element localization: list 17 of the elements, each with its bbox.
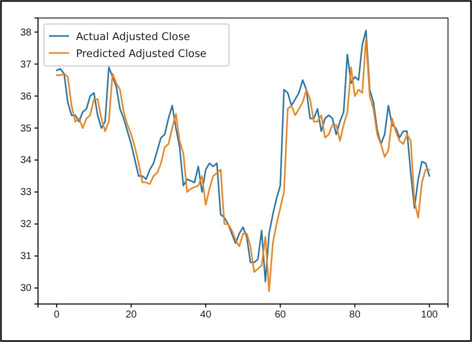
y-tick-label: 32: [20, 219, 32, 230]
x-tick-label: 60: [274, 310, 286, 321]
y-tick-label: 33: [20, 187, 32, 198]
y-tick-label: 30: [20, 283, 32, 294]
y-tick-label: 34: [20, 155, 32, 166]
x-tick-label: 40: [200, 310, 212, 321]
y-tick-label: 38: [20, 27, 32, 38]
x-tick-label: 20: [126, 310, 138, 321]
y-tick-label: 31: [20, 251, 32, 262]
x-tick-label: 80: [349, 310, 361, 321]
x-tick-label: 0: [54, 310, 60, 321]
legend-label: Actual Adjusted Close: [76, 31, 190, 43]
legend-label: Predicted Adjusted Close: [76, 48, 207, 60]
y-tick-label: 36: [20, 91, 32, 102]
y-tick-label: 37: [20, 59, 32, 70]
x-tick-label: 100: [421, 310, 438, 321]
y-tick-label: 35: [20, 123, 32, 134]
